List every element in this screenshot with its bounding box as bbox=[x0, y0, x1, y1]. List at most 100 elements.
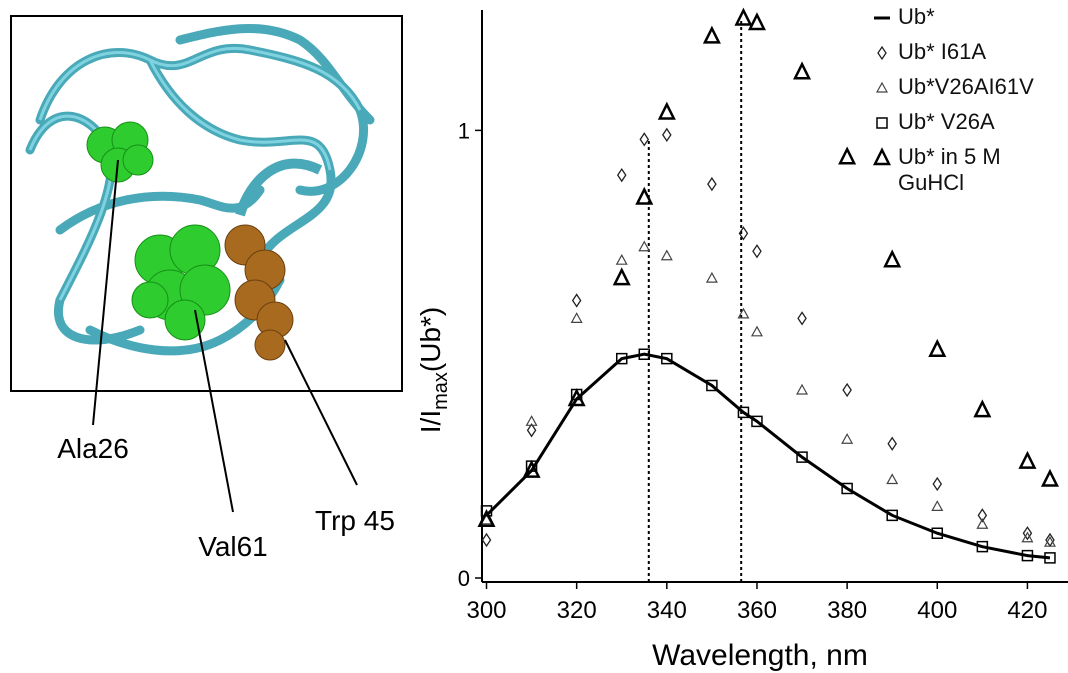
marker bbox=[932, 476, 943, 492]
legend-label: Ub* I61A bbox=[898, 39, 987, 64]
marker bbox=[887, 436, 897, 451]
legend-symbol bbox=[877, 45, 887, 61]
marker bbox=[662, 127, 672, 143]
marker bbox=[738, 226, 749, 241]
residue-label: Trp 45 bbox=[315, 505, 395, 536]
marker bbox=[638, 240, 651, 252]
marker bbox=[931, 500, 944, 511]
marker bbox=[734, 7, 753, 26]
marker bbox=[657, 101, 676, 120]
marker bbox=[883, 249, 902, 268]
marker bbox=[976, 518, 989, 529]
marker bbox=[750, 325, 763, 337]
marker bbox=[615, 352, 628, 365]
residue-label: Val61 bbox=[198, 531, 268, 562]
marker bbox=[877, 45, 887, 61]
marker bbox=[705, 271, 718, 283]
x-tick-label: 380 bbox=[827, 597, 867, 624]
marker bbox=[639, 132, 650, 147]
y-tick-label: 0 bbox=[458, 566, 470, 591]
marker bbox=[752, 244, 762, 259]
green-spheres bbox=[86, 121, 231, 341]
marker bbox=[797, 311, 807, 326]
marker bbox=[707, 176, 717, 192]
marker bbox=[875, 81, 889, 93]
marker bbox=[886, 509, 898, 522]
marker bbox=[635, 186, 654, 205]
y-axis-title: I/Imax(Ub*) bbox=[415, 307, 452, 433]
marker bbox=[702, 25, 721, 44]
marker bbox=[841, 482, 853, 495]
legend-label: Ub* bbox=[898, 4, 935, 29]
brown-spheres bbox=[224, 224, 294, 361]
marker bbox=[706, 379, 718, 392]
x-tick-label: 420 bbox=[1007, 597, 1047, 624]
residue-label: Ala26 bbox=[57, 433, 129, 464]
marker bbox=[838, 146, 857, 165]
legend-item: Ub* in 5 M GuHCl bbox=[872, 144, 1062, 196]
marker bbox=[747, 12, 766, 31]
marker bbox=[1043, 535, 1056, 547]
marker bbox=[480, 505, 493, 517]
x-tick-label: 300 bbox=[466, 597, 506, 624]
legend-item: Ub* I61A bbox=[872, 39, 1062, 65]
legend-symbol bbox=[872, 147, 892, 166]
marker bbox=[1022, 526, 1033, 541]
legend-item: Ub* V26A bbox=[872, 109, 1062, 135]
marker bbox=[886, 473, 899, 485]
marker bbox=[570, 312, 583, 323]
legend-label: Ub* in 5 M GuHCl bbox=[898, 144, 1001, 195]
legend-item: Ub*V26AI61V bbox=[872, 74, 1062, 100]
marker bbox=[737, 307, 750, 319]
marker bbox=[973, 399, 992, 418]
x-tick-label: 400 bbox=[917, 597, 957, 624]
marker bbox=[1021, 549, 1034, 562]
marker bbox=[616, 167, 627, 183]
series-line bbox=[485, 352, 1051, 560]
marker bbox=[928, 338, 947, 357]
marker bbox=[638, 348, 651, 360]
y-tick-label: 1 bbox=[458, 118, 470, 143]
y-title-after: (Ub*) bbox=[415, 307, 446, 372]
legend: Ub* Ub* I61A Ub*V26AI61V Ub* V26A Ub* in 5 M… bbox=[872, 4, 1062, 205]
marker bbox=[567, 388, 586, 407]
legend-item: Ub* bbox=[872, 4, 1062, 30]
marker bbox=[796, 383, 809, 395]
marker bbox=[931, 527, 944, 539]
ribbon bbox=[235, 158, 323, 217]
marker bbox=[872, 147, 892, 166]
marker bbox=[477, 509, 496, 528]
marker bbox=[526, 423, 537, 438]
marker bbox=[737, 406, 750, 419]
legend-label: Ub*V26AI61V bbox=[898, 74, 1034, 99]
legend-symbol bbox=[874, 16, 890, 20]
marker bbox=[481, 532, 492, 548]
marker bbox=[1045, 532, 1055, 548]
marker bbox=[612, 267, 631, 286]
marker bbox=[841, 433, 854, 444]
marker bbox=[876, 117, 888, 129]
x-tick-label: 340 bbox=[647, 597, 687, 624]
marker bbox=[1021, 531, 1034, 543]
x-axis-title: Wavelength, nm bbox=[652, 639, 868, 672]
legend-symbol bbox=[876, 117, 888, 129]
y-title-sub: max bbox=[430, 372, 452, 410]
marker bbox=[793, 61, 812, 80]
marker bbox=[525, 415, 538, 426]
label-lines bbox=[92, 159, 358, 513]
y-title-main: I/I bbox=[415, 410, 446, 433]
marker bbox=[1044, 552, 1056, 564]
marker bbox=[661, 352, 673, 365]
marker bbox=[976, 540, 989, 553]
legend-symbol bbox=[875, 81, 889, 93]
x-tick-label: 360 bbox=[737, 597, 777, 624]
x-tick-label: 320 bbox=[557, 597, 597, 624]
marker bbox=[977, 508, 988, 523]
marker bbox=[1040, 468, 1059, 487]
marker bbox=[660, 249, 673, 261]
marker bbox=[615, 253, 628, 265]
marker bbox=[571, 293, 582, 308]
protein-panel: Ala26 Val61 Trp 45 bbox=[10, 15, 403, 562]
marker bbox=[751, 415, 763, 428]
